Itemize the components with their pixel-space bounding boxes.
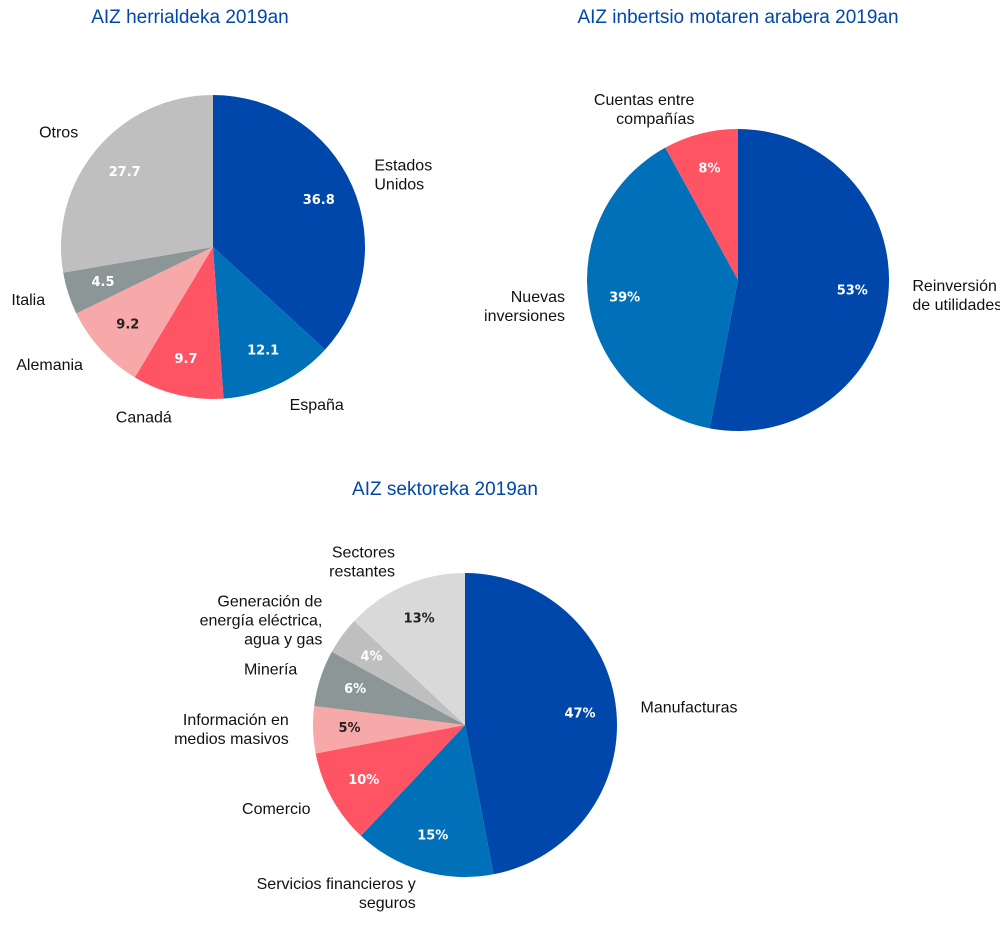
- data-label: 53%: [837, 283, 868, 298]
- category-label: Italia: [11, 292, 45, 309]
- pie-slice: [76, 247, 213, 378]
- pie-slice: [665, 129, 738, 280]
- chart-title: AIZ herrialdeka 2019an: [91, 7, 289, 28]
- pie-slice: [313, 705, 465, 754]
- data-label: 12.1: [247, 344, 279, 359]
- data-label: 9.7: [175, 352, 198, 367]
- pie-slice: [315, 725, 465, 836]
- category-label: Comercio: [242, 801, 311, 818]
- pie-slice: [465, 573, 618, 875]
- category-label: Estados Unidos: [374, 158, 432, 194]
- pie-slice: [61, 95, 213, 273]
- data-label: 47%: [564, 707, 595, 722]
- category-label: Generación de energía eléctrica, agua y ga…: [200, 594, 323, 649]
- data-label: 13%: [404, 611, 435, 626]
- category-label: Manufacturas: [641, 700, 738, 717]
- data-label: 9.2: [116, 318, 139, 333]
- data-label: 5%: [338, 721, 360, 736]
- pie-slice: [314, 651, 465, 725]
- category-label: Minería: [244, 662, 297, 679]
- category-label: Cuentas entre compañías: [594, 92, 695, 128]
- data-label: 15%: [417, 828, 448, 843]
- category-label: Otros: [39, 125, 78, 142]
- pie-slice: [709, 129, 889, 431]
- data-label: 39%: [609, 290, 640, 305]
- data-label: 10%: [348, 773, 379, 788]
- data-label: 6%: [344, 682, 366, 697]
- chart-title: AIZ sektoreka 2019an: [352, 479, 538, 500]
- pie-slice: [213, 95, 366, 350]
- category-label: Reinversión de utilidades: [912, 278, 1000, 314]
- pie-slice: [63, 247, 213, 314]
- pie-slice: [134, 247, 224, 399]
- category-label: Canadá: [116, 410, 172, 427]
- category-label: Sectores restantes: [329, 545, 395, 581]
- data-label: 8%: [698, 161, 720, 176]
- data-label: 27.7: [109, 165, 141, 180]
- pie-slice: [360, 725, 494, 877]
- data-label: 4.5: [92, 275, 115, 290]
- category-label: Información en medios masivos: [174, 712, 289, 748]
- category-label: Nuevas inversiones: [484, 289, 565, 325]
- data-label: 36.8: [303, 193, 335, 208]
- chart-title: AIZ inbertsio motaren arabera 2019an: [577, 7, 898, 28]
- category-label: España: [290, 397, 344, 414]
- pie-slice: [213, 247, 326, 399]
- pie-slice: [331, 620, 465, 725]
- pie-slice: [354, 573, 465, 725]
- pie-slice: [587, 147, 738, 429]
- data-label: 4%: [361, 650, 383, 665]
- category-label: Servicios financieros y seguros: [257, 876, 416, 912]
- category-label: Alemania: [16, 357, 83, 374]
